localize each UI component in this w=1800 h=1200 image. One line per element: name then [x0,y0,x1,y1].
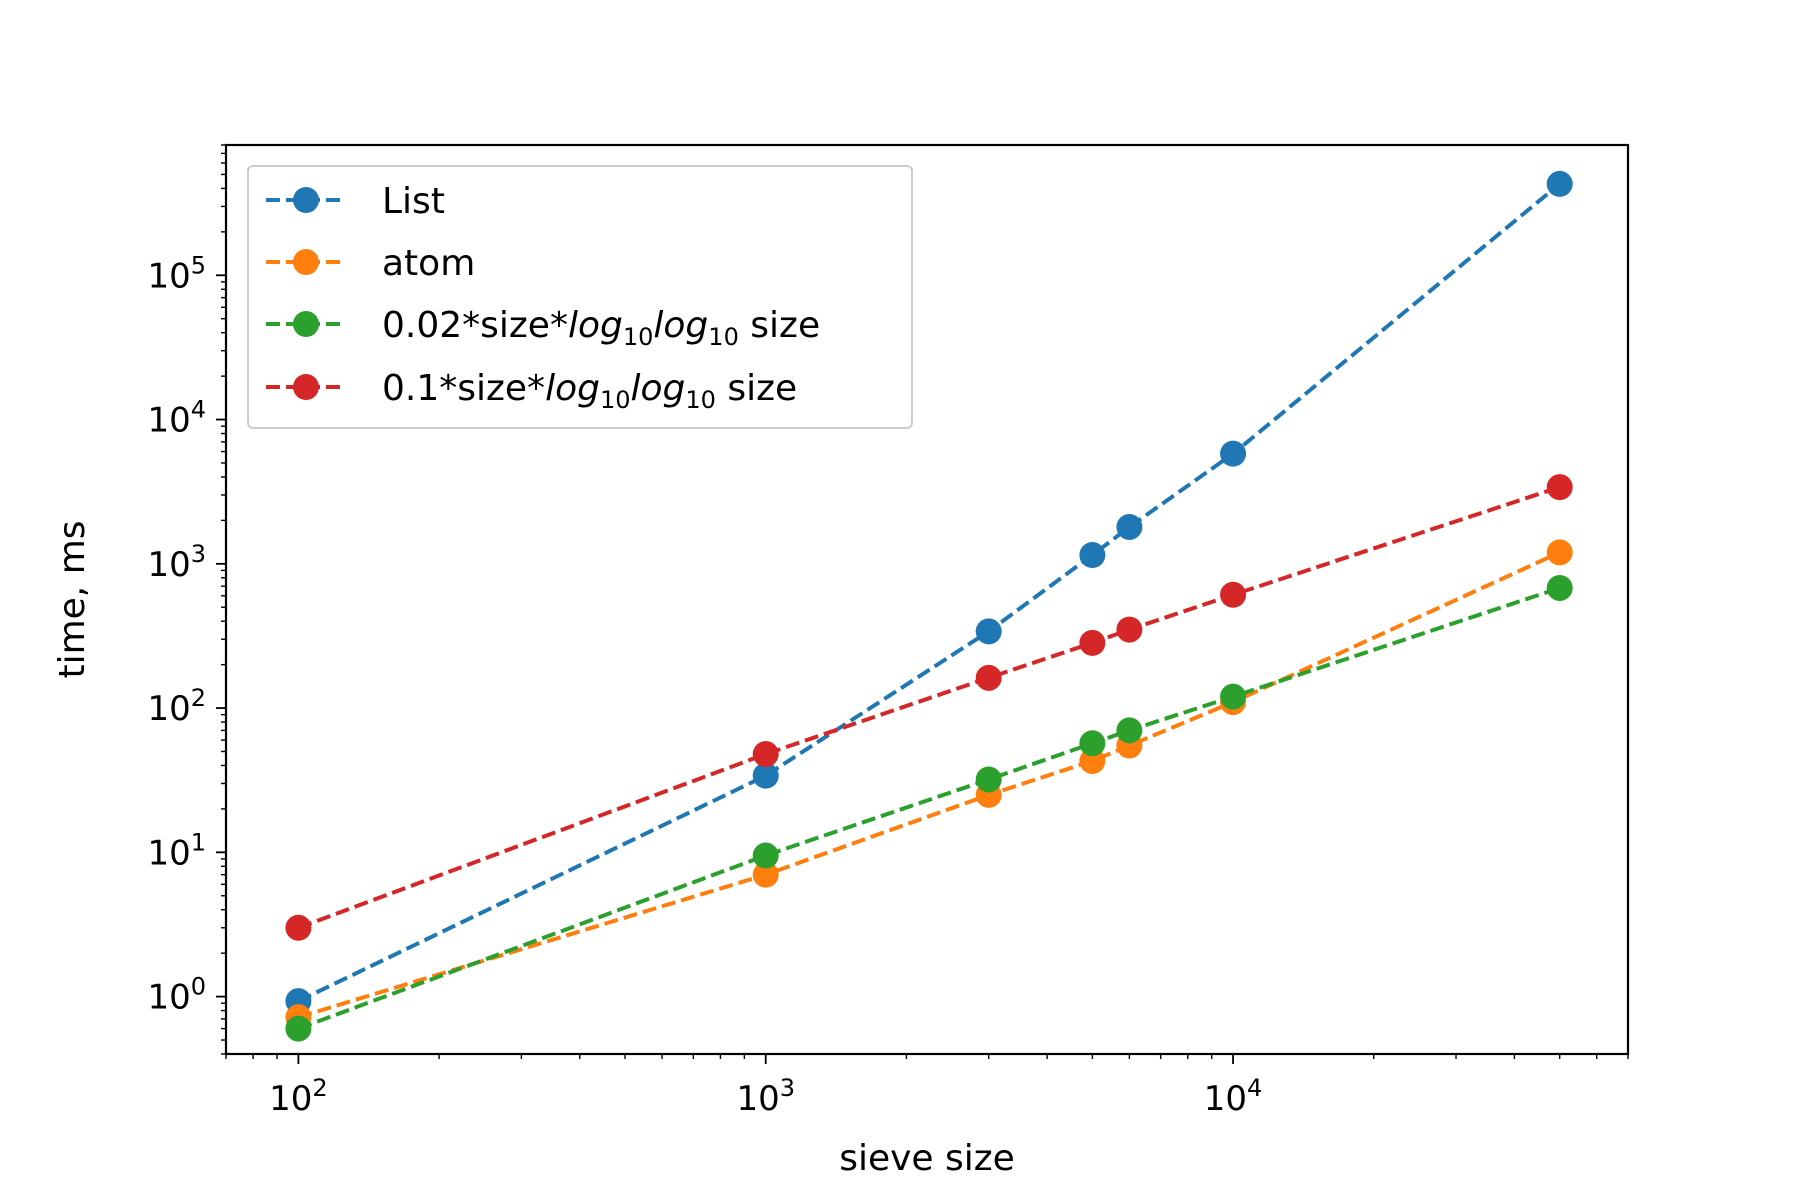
y-tick-base: 10 [147,833,190,873]
data-point [285,1015,312,1042]
y-tick-label: 100 [147,973,206,1018]
legend-marker [293,187,319,213]
legend-label: atom [382,243,475,284]
y-tick-exponent: 5 [191,251,206,279]
legend-marker [293,249,319,275]
legend-box [247,165,913,429]
y-axis-label: time, ms [52,520,93,678]
legend-label-part: log [545,368,600,409]
y-tick-label: 102 [147,684,206,729]
data-point [1546,574,1573,601]
legend-label: 0.02*size*log10log10 size [382,305,820,351]
y-tick-label: 101 [147,828,206,873]
x-tick-label: 103 [736,1074,795,1119]
legend-label-part: log [653,305,708,346]
plot-frame [224,143,1630,1056]
legend-label-part: atom [382,243,475,284]
legend-entry: List [266,181,445,222]
y-tick-base: 10 [147,689,190,729]
data-point [752,762,779,789]
y-tick-exponent: 2 [191,684,206,712]
series-3 [285,474,1573,941]
major-ticks [216,274,1234,1064]
data-point [1220,683,1247,710]
legend-label-part: size [739,305,820,346]
data-point [1116,717,1143,744]
data-point [1116,513,1143,540]
y-tick-label: 103 [147,540,206,585]
data-point [752,842,779,869]
data-point [1079,542,1106,569]
legend-entry: 0.1*size*log10log10 size [266,368,797,414]
data-point [1079,730,1106,757]
legend-label-part: 10 [600,386,631,414]
data-point [1546,539,1573,566]
legend-entry: 0.02*size*log10log10 size [266,305,820,351]
data-point [752,741,779,768]
x-tick-exponent: 4 [1247,1074,1262,1102]
legend-marker [293,311,319,337]
legend-label: List [382,181,445,222]
legend-label: 0.1*size*log10log10 size [382,368,797,414]
legend-marker [293,374,319,400]
legend-label-part: 0.1*size* [382,368,545,409]
data-point [752,861,779,888]
data-point [1546,170,1573,197]
series-2 [285,574,1573,1042]
legend-label-part: 0.02*size* [382,305,568,346]
legend-label-part: 10 [623,323,654,351]
data-point [975,766,1002,793]
x-tick-base: 10 [269,1079,312,1119]
x-tick-base: 10 [1204,1079,1247,1119]
legend-label-part: log [568,305,623,346]
data-point [1116,616,1143,643]
x-axis-label: sieve size [839,1138,1015,1179]
data-point [1546,474,1573,501]
data-point [1079,629,1106,656]
x-tick-exponent: 2 [312,1074,327,1102]
data-point [1220,581,1247,608]
x-tick-label: 102 [269,1074,328,1119]
y-tick-base: 10 [147,978,190,1018]
x-tick-label: 104 [1204,1074,1263,1119]
x-tick-base: 10 [736,1079,779,1119]
data-point [285,914,312,941]
x-tick-exponent: 3 [780,1074,795,1102]
y-tick-base: 10 [147,545,190,585]
legend-label-part: size [716,368,797,409]
legend-label-part: log [631,368,686,409]
y-tick-exponent: 4 [191,396,206,424]
legend-label-part: List [382,181,445,222]
y-tick-label: 105 [147,251,206,296]
legend-label-part: 10 [708,323,739,351]
legend-label-part: 10 [685,386,716,414]
y-tick-exponent: 1 [191,828,206,856]
y-tick-label: 104 [147,396,206,441]
series-layer [285,170,1573,1042]
data-point [1220,440,1247,467]
y-tick-base: 10 [147,256,190,296]
y-tick-exponent: 0 [191,973,206,1001]
y-tick-exponent: 3 [191,540,206,568]
data-point [975,664,1002,691]
y-tick-base: 10 [147,401,190,441]
legend-entry: atom [266,243,475,284]
data-point [975,618,1002,645]
